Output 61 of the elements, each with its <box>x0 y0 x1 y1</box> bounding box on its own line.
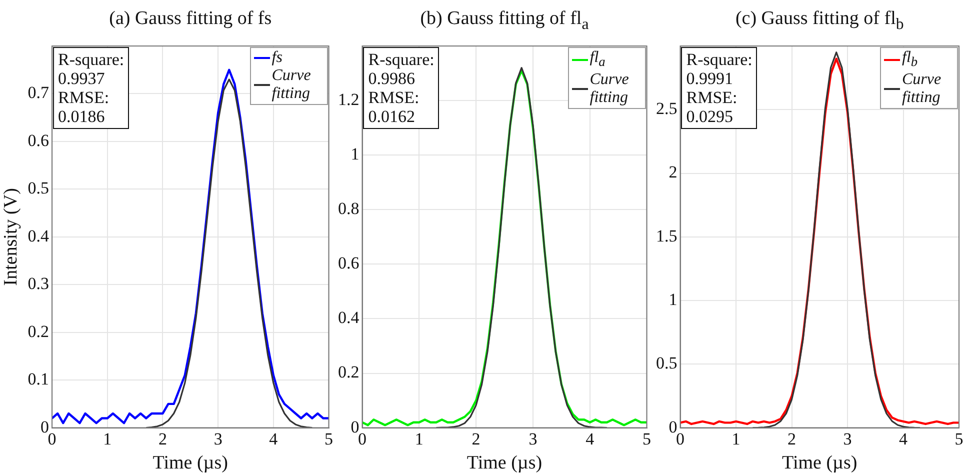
annotation: 0.9937 <box>58 69 105 88</box>
y-tick-label: 2.5 <box>656 99 678 118</box>
y-tick-label: 0 <box>350 417 360 436</box>
y-tick-label: 0.5 <box>28 178 50 198</box>
annotation: RMSE: <box>368 88 420 107</box>
y-tick-label: 1.5 <box>656 226 678 246</box>
y-tick-label: 0.5 <box>656 354 678 373</box>
chart-title: (b) Gauss fitting of fl$_{a}$ <box>419 8 590 34</box>
x-tick-label: 4 <box>899 429 908 448</box>
chart-title: (c) Gauss fitting of fl$_{b}$ <box>734 8 905 34</box>
x-tick-label: 3 <box>528 429 538 448</box>
x-tick-label: 1 <box>103 429 112 448</box>
legend-label: Curve fitting <box>590 71 630 108</box>
y-tick-label: 0.6 <box>28 130 50 150</box>
y-tick-label: 0.3 <box>28 274 50 294</box>
legend-label: Curve fitting <box>902 71 942 108</box>
x-axis-title: Time (µs) <box>466 452 542 474</box>
x-tick-label: 3 <box>843 429 852 448</box>
annotation: 0.0186 <box>58 107 105 126</box>
x-tick-label: 5 <box>954 429 964 448</box>
y-tick-label: 2 <box>668 162 678 182</box>
x-tick-label: 5 <box>642 429 651 448</box>
y-tick-label: 1 <box>668 290 678 309</box>
annotation: 0.9986 <box>368 69 415 88</box>
legend-label: fs <box>272 49 282 67</box>
legend-label: fl$_{b}$ <box>902 49 918 72</box>
x-tick-label: 2 <box>788 429 796 448</box>
y-tick-label: 0 <box>40 417 50 436</box>
x-tick-label: 4 <box>586 429 595 448</box>
x-tick-label: 1 <box>732 429 740 448</box>
x-axis-title: Time (µs) <box>152 452 228 474</box>
y-tick-label: 0.2 <box>338 362 360 382</box>
y-tick-label: 0.7 <box>28 83 50 102</box>
x-axis-title: Time (µs) <box>782 452 858 474</box>
annotation: RMSE: <box>58 88 110 107</box>
annotation: 0.9991 <box>686 69 733 88</box>
y-axis-title: Intensity (V) <box>0 188 22 286</box>
legend-label: fl$_{a}$ <box>590 49 606 72</box>
y-tick-label: 0 <box>668 417 678 436</box>
x-tick-label: 2 <box>472 429 480 448</box>
y-tick-label: 0.1 <box>28 370 50 389</box>
y-tick-label: 0.4 <box>28 226 50 246</box>
y-tick-label: 0.6 <box>338 254 360 273</box>
y-tick-label: 0.4 <box>338 308 360 328</box>
x-tick-label: 1 <box>414 429 424 448</box>
x-tick-label: 3 <box>214 429 222 448</box>
y-tick-label: 1.2 <box>338 90 360 110</box>
annotation: R-square: <box>368 50 434 69</box>
annotation: RMSE: <box>686 88 738 107</box>
annotation: R-square: <box>686 50 752 69</box>
y-tick-label: 0.8 <box>338 199 360 218</box>
legend-label: Curve fitting <box>272 67 312 103</box>
annotation: 0.0295 <box>686 107 733 126</box>
x-tick-label: 5 <box>324 429 333 448</box>
chart-title: (a) Gauss fitting of fs <box>108 8 273 30</box>
x-tick-label: 4 <box>269 429 278 448</box>
annotation: R-square: <box>58 50 124 69</box>
y-tick-label: 0.2 <box>28 322 50 341</box>
x-tick-label: 2 <box>158 429 167 448</box>
y-tick-label: 1 <box>350 144 360 164</box>
annotation: 0.0162 <box>368 107 415 126</box>
